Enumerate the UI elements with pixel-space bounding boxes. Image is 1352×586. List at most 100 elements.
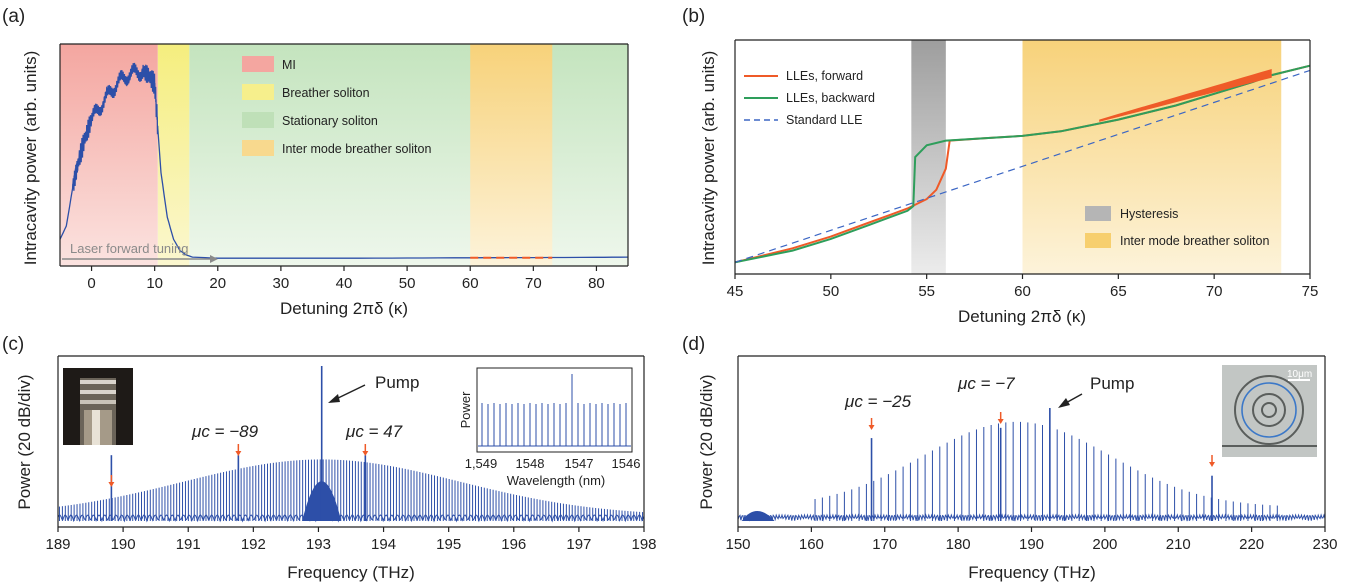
panel-d-spectrum	[737, 408, 1326, 522]
panel-b-x-tick-label: 50	[822, 283, 839, 300]
panel-c-mu1-label: μc = −89	[191, 422, 259, 441]
panel-b-x-label: Detuning 2πδ (κ)	[958, 307, 1086, 326]
panel-b-x-tick-label: 75	[1302, 283, 1319, 300]
panel-d-x-tick-label: 230	[1312, 536, 1337, 553]
inset-spectrum-lines	[478, 374, 631, 447]
microring-image: 10μm	[1222, 365, 1317, 457]
panel-a-x-tick-label: 40	[336, 275, 353, 292]
panel-a-y-label: Intracavity power (arb. units)	[21, 51, 40, 265]
panel-c-x-tick-label: 193	[306, 536, 331, 553]
panel-d-x-tick-label: 190	[1019, 536, 1044, 553]
series-lles-backward	[734, 64, 1311, 264]
region-inter-mode-breather-soliton	[470, 44, 553, 266]
panel-b-series	[734, 64, 1311, 264]
panel-c-x-tick-label: 194	[371, 536, 396, 553]
panel-c-x-tick-label: 198	[631, 536, 656, 553]
panel-c-x-tick-label: 191	[176, 536, 201, 553]
panel-c-x-tick-label: 192	[241, 536, 266, 553]
scale-bar-label: 10μm	[1287, 369, 1312, 380]
red-marker-head	[868, 425, 875, 430]
inset-y-label: Power	[458, 391, 473, 429]
series-forward-oscillation-band	[1099, 69, 1272, 122]
legend-label-stationary: Stationary soliton	[282, 114, 378, 128]
laser-tuning-label: Laser forward tuning	[70, 241, 189, 256]
inset-tick-3: 1547	[565, 456, 594, 471]
panel-a-legend: MI Breather soliton Stationary soliton I…	[242, 56, 431, 156]
legend-swatch-mi	[242, 56, 274, 72]
panel-d-x-tick-label: 220	[1239, 536, 1264, 553]
red-marker-head	[997, 419, 1004, 424]
legend-label-standard: Standard LLE	[786, 113, 862, 127]
panel-c-x-tick-label: 189	[45, 536, 70, 553]
panel-d-markers	[868, 412, 1216, 467]
panel-a-x-label: Detuning 2πδ (κ)	[280, 299, 408, 318]
panel-b-x-tick-label: 65	[1110, 283, 1127, 300]
panel-b-x-tick-label: 45	[727, 283, 744, 300]
panel-d-y-label: Power (20 dB/div)	[697, 374, 716, 509]
panel-c-mu2-label: μc = 47	[345, 422, 403, 441]
panel-c-pump-arrow	[328, 384, 366, 403]
red-marker-head	[362, 451, 369, 456]
panel-a-x-tick-label: 10	[146, 275, 163, 292]
panel-c-spectrum	[57, 366, 645, 523]
panel-d-mu1-label: μc = −25	[844, 392, 912, 411]
panel-c: (c) 189 190 191 192 193 194 195 196 197 198 Pump …	[2, 334, 657, 582]
panel-d-ticks: 150 160 170 180 190 200 210 220 230	[725, 527, 1338, 553]
resonator-photo	[63, 368, 133, 445]
red-marker-head	[1209, 462, 1216, 467]
panel-c-x-label: Frequency (THz)	[287, 563, 415, 582]
panel-a-x-tick-label: 0	[87, 275, 95, 292]
panel-b-ticks: 45 50 55 60 65 70 75	[727, 274, 1319, 300]
legend-swatch-inter-b	[1085, 233, 1111, 248]
series-standard-lle	[734, 69, 1311, 263]
inset-x-label: Wavelength (nm)	[507, 473, 606, 488]
panel-b-x-tick-label: 60	[1014, 283, 1031, 300]
panel-b: (b) 45 50 55 60 65 70 75 LLEs, forward LLEs, b…	[682, 6, 1318, 326]
panel-a-x-tick-label: 20	[209, 275, 226, 292]
panel-c-ticks: 189 190 191 192 193 194 195 196 197 198	[45, 527, 657, 553]
legend-swatch-inter	[242, 140, 274, 156]
spectrum-side-bump	[741, 511, 775, 521]
panel-d-x-tick-label: 160	[799, 536, 824, 553]
panel-d-x-tick-label: 150	[725, 536, 750, 553]
legend-label-backward: LLEs, backward	[786, 91, 875, 105]
panel-a-x-tick-label: 60	[462, 275, 479, 292]
panel-a-series	[59, 62, 629, 259]
legend-label-mi: MI	[282, 58, 296, 72]
panel-a-x-tick-label: 30	[273, 275, 290, 292]
panel-b-legend: LLEs, forward LLEs, backward Standard LL…	[744, 69, 1269, 248]
panel-d-x-tick-label: 180	[946, 536, 971, 553]
panel-b-y-label: Intracavity power (arb. units)	[699, 51, 718, 265]
panel-b-label: (b)	[682, 6, 705, 27]
panel-d-x-tick-label: 200	[1092, 536, 1117, 553]
legend-swatch-breather	[242, 84, 274, 100]
panel-d-pump-arrow	[1058, 393, 1083, 408]
panel-c-markers	[108, 444, 369, 487]
panel-d-x-label: Frequency (THz)	[968, 563, 1096, 582]
red-marker-head	[235, 451, 242, 456]
panel-c-x-tick-label: 197	[566, 536, 591, 553]
panel-a-ticks: 0 10 20 30 40 50 60 70 80	[87, 266, 605, 292]
panel-d: (d) 150 160 170 180 190 200 210 220 230 Pump μc …	[682, 334, 1338, 582]
inset-tick-4: 1546	[612, 456, 641, 471]
panel-b-x-tick-label: 55	[918, 283, 935, 300]
panel-b-x-tick-label: 70	[1206, 283, 1223, 300]
legend-label-forward: LLEs, forward	[786, 69, 863, 83]
legend-label-breather: Breather soliton	[282, 86, 370, 100]
panel-a: (a) 0 10 20 30 40 50 60 70 80 MI Breather solito…	[2, 6, 629, 318]
spectrum-noise-floor	[737, 513, 1326, 522]
panel-a-x-tick-label: 80	[588, 275, 605, 292]
panel-c-x-tick-label: 195	[436, 536, 461, 553]
inset-tick-2: 1548	[516, 456, 545, 471]
panel-d-label: (d)	[682, 334, 705, 355]
series-intracavity-power	[59, 62, 629, 259]
red-marker-head	[108, 482, 115, 487]
legend-label-hysteresis: Hysteresis	[1120, 207, 1178, 221]
inset-tick-1: 1,549	[465, 456, 498, 471]
spectrum-noise-floor	[57, 514, 645, 523]
region-breather-soliton	[157, 44, 190, 266]
panel-c-x-tick-label: 196	[501, 536, 526, 553]
panel-d-pump-label: Pump	[1090, 374, 1134, 393]
legend-label-inter-b: Inter mode breather soliton	[1120, 234, 1269, 248]
